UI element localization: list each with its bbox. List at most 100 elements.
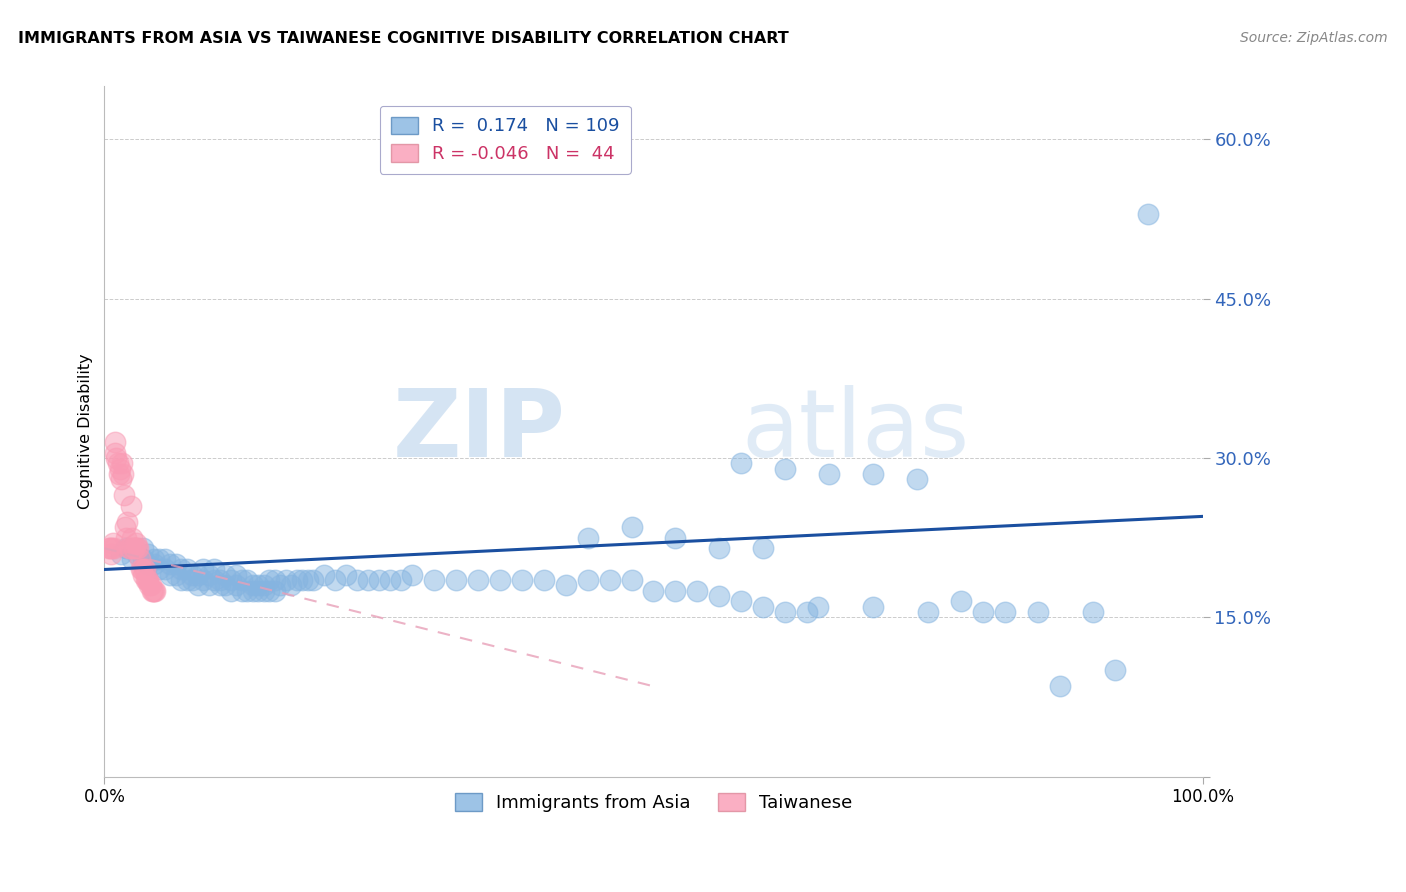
Point [181, 573, 204, 587]
Point [100, 547, 122, 561]
Point [225, 567, 247, 582]
Point [274, 573, 297, 587]
Point [121, 531, 143, 545]
Point [97, 541, 120, 556]
Point [576, 531, 599, 545]
Point [132, 552, 155, 566]
Point [242, 583, 264, 598]
Point [105, 450, 128, 465]
Point [193, 573, 215, 587]
Point [533, 573, 555, 587]
Point [643, 583, 665, 598]
Point [236, 573, 259, 587]
Text: ZIP: ZIP [392, 385, 565, 477]
Point [170, 573, 193, 587]
Point [98, 541, 121, 556]
Point [202, 573, 225, 587]
Point [554, 578, 576, 592]
Point [752, 599, 775, 614]
Point [219, 583, 242, 598]
Point [143, 583, 166, 598]
Point [121, 552, 143, 566]
Point [862, 599, 884, 614]
Point [252, 583, 274, 598]
Point [122, 541, 145, 556]
Point [709, 541, 731, 556]
Point [510, 573, 533, 587]
Point [165, 567, 187, 582]
Point [197, 567, 219, 582]
Point [136, 547, 159, 561]
Point [165, 557, 187, 571]
Point [104, 445, 127, 459]
Point [775, 461, 797, 475]
Point [104, 435, 127, 450]
Point [118, 541, 141, 556]
Point [752, 541, 775, 556]
Point [247, 578, 270, 592]
Point [1026, 605, 1049, 619]
Point [132, 562, 155, 576]
Point [129, 562, 152, 576]
Point [127, 547, 149, 561]
Point [335, 567, 357, 582]
Point [135, 573, 157, 587]
Point [101, 541, 124, 556]
Point [796, 605, 818, 619]
Point [269, 578, 291, 592]
Point [208, 578, 231, 592]
Point [132, 567, 155, 582]
Point [972, 605, 994, 619]
Point [112, 467, 135, 481]
Point [124, 541, 146, 556]
Point [214, 567, 236, 582]
Point [214, 578, 236, 592]
Point [686, 583, 709, 598]
Text: Source: ZipAtlas.com: Source: ZipAtlas.com [1240, 31, 1388, 45]
Point [252, 578, 274, 592]
Y-axis label: Cognitive Disability: Cognitive Disability [79, 353, 93, 509]
Point [357, 573, 380, 587]
Point [127, 541, 149, 556]
Point [368, 573, 391, 587]
Text: IMMIGRANTS FROM ASIA VS TAIWANESE COGNITIVE DISABILITY CORRELATION CHART: IMMIGRANTS FROM ASIA VS TAIWANESE COGNIT… [18, 31, 789, 46]
Point [247, 583, 270, 598]
Point [236, 583, 259, 598]
Point [263, 583, 285, 598]
Text: atlas: atlas [741, 385, 970, 477]
Point [117, 541, 139, 556]
Point [107, 467, 129, 481]
Point [141, 583, 163, 598]
Point [389, 573, 412, 587]
Point [138, 578, 160, 592]
Point [103, 541, 125, 556]
Point [917, 605, 939, 619]
Point [142, 583, 165, 598]
Point [107, 456, 129, 470]
Point [664, 583, 686, 598]
Point [108, 461, 131, 475]
Point [730, 456, 752, 470]
Point [346, 573, 368, 587]
Point [444, 573, 467, 587]
Point [110, 472, 132, 486]
Point [101, 536, 124, 550]
Point [115, 531, 138, 545]
Point [202, 562, 225, 576]
Point [242, 578, 264, 592]
Point [136, 573, 159, 587]
Point [488, 573, 510, 587]
Point [142, 552, 165, 566]
Point [148, 552, 170, 566]
Point [148, 562, 170, 576]
Point [312, 567, 335, 582]
Point [125, 536, 148, 550]
Point [401, 567, 423, 582]
Point [599, 573, 621, 587]
Point [1136, 207, 1159, 221]
Point [323, 573, 346, 587]
Point [112, 488, 135, 502]
Point [153, 552, 176, 566]
Point [257, 573, 280, 587]
Point [994, 605, 1017, 619]
